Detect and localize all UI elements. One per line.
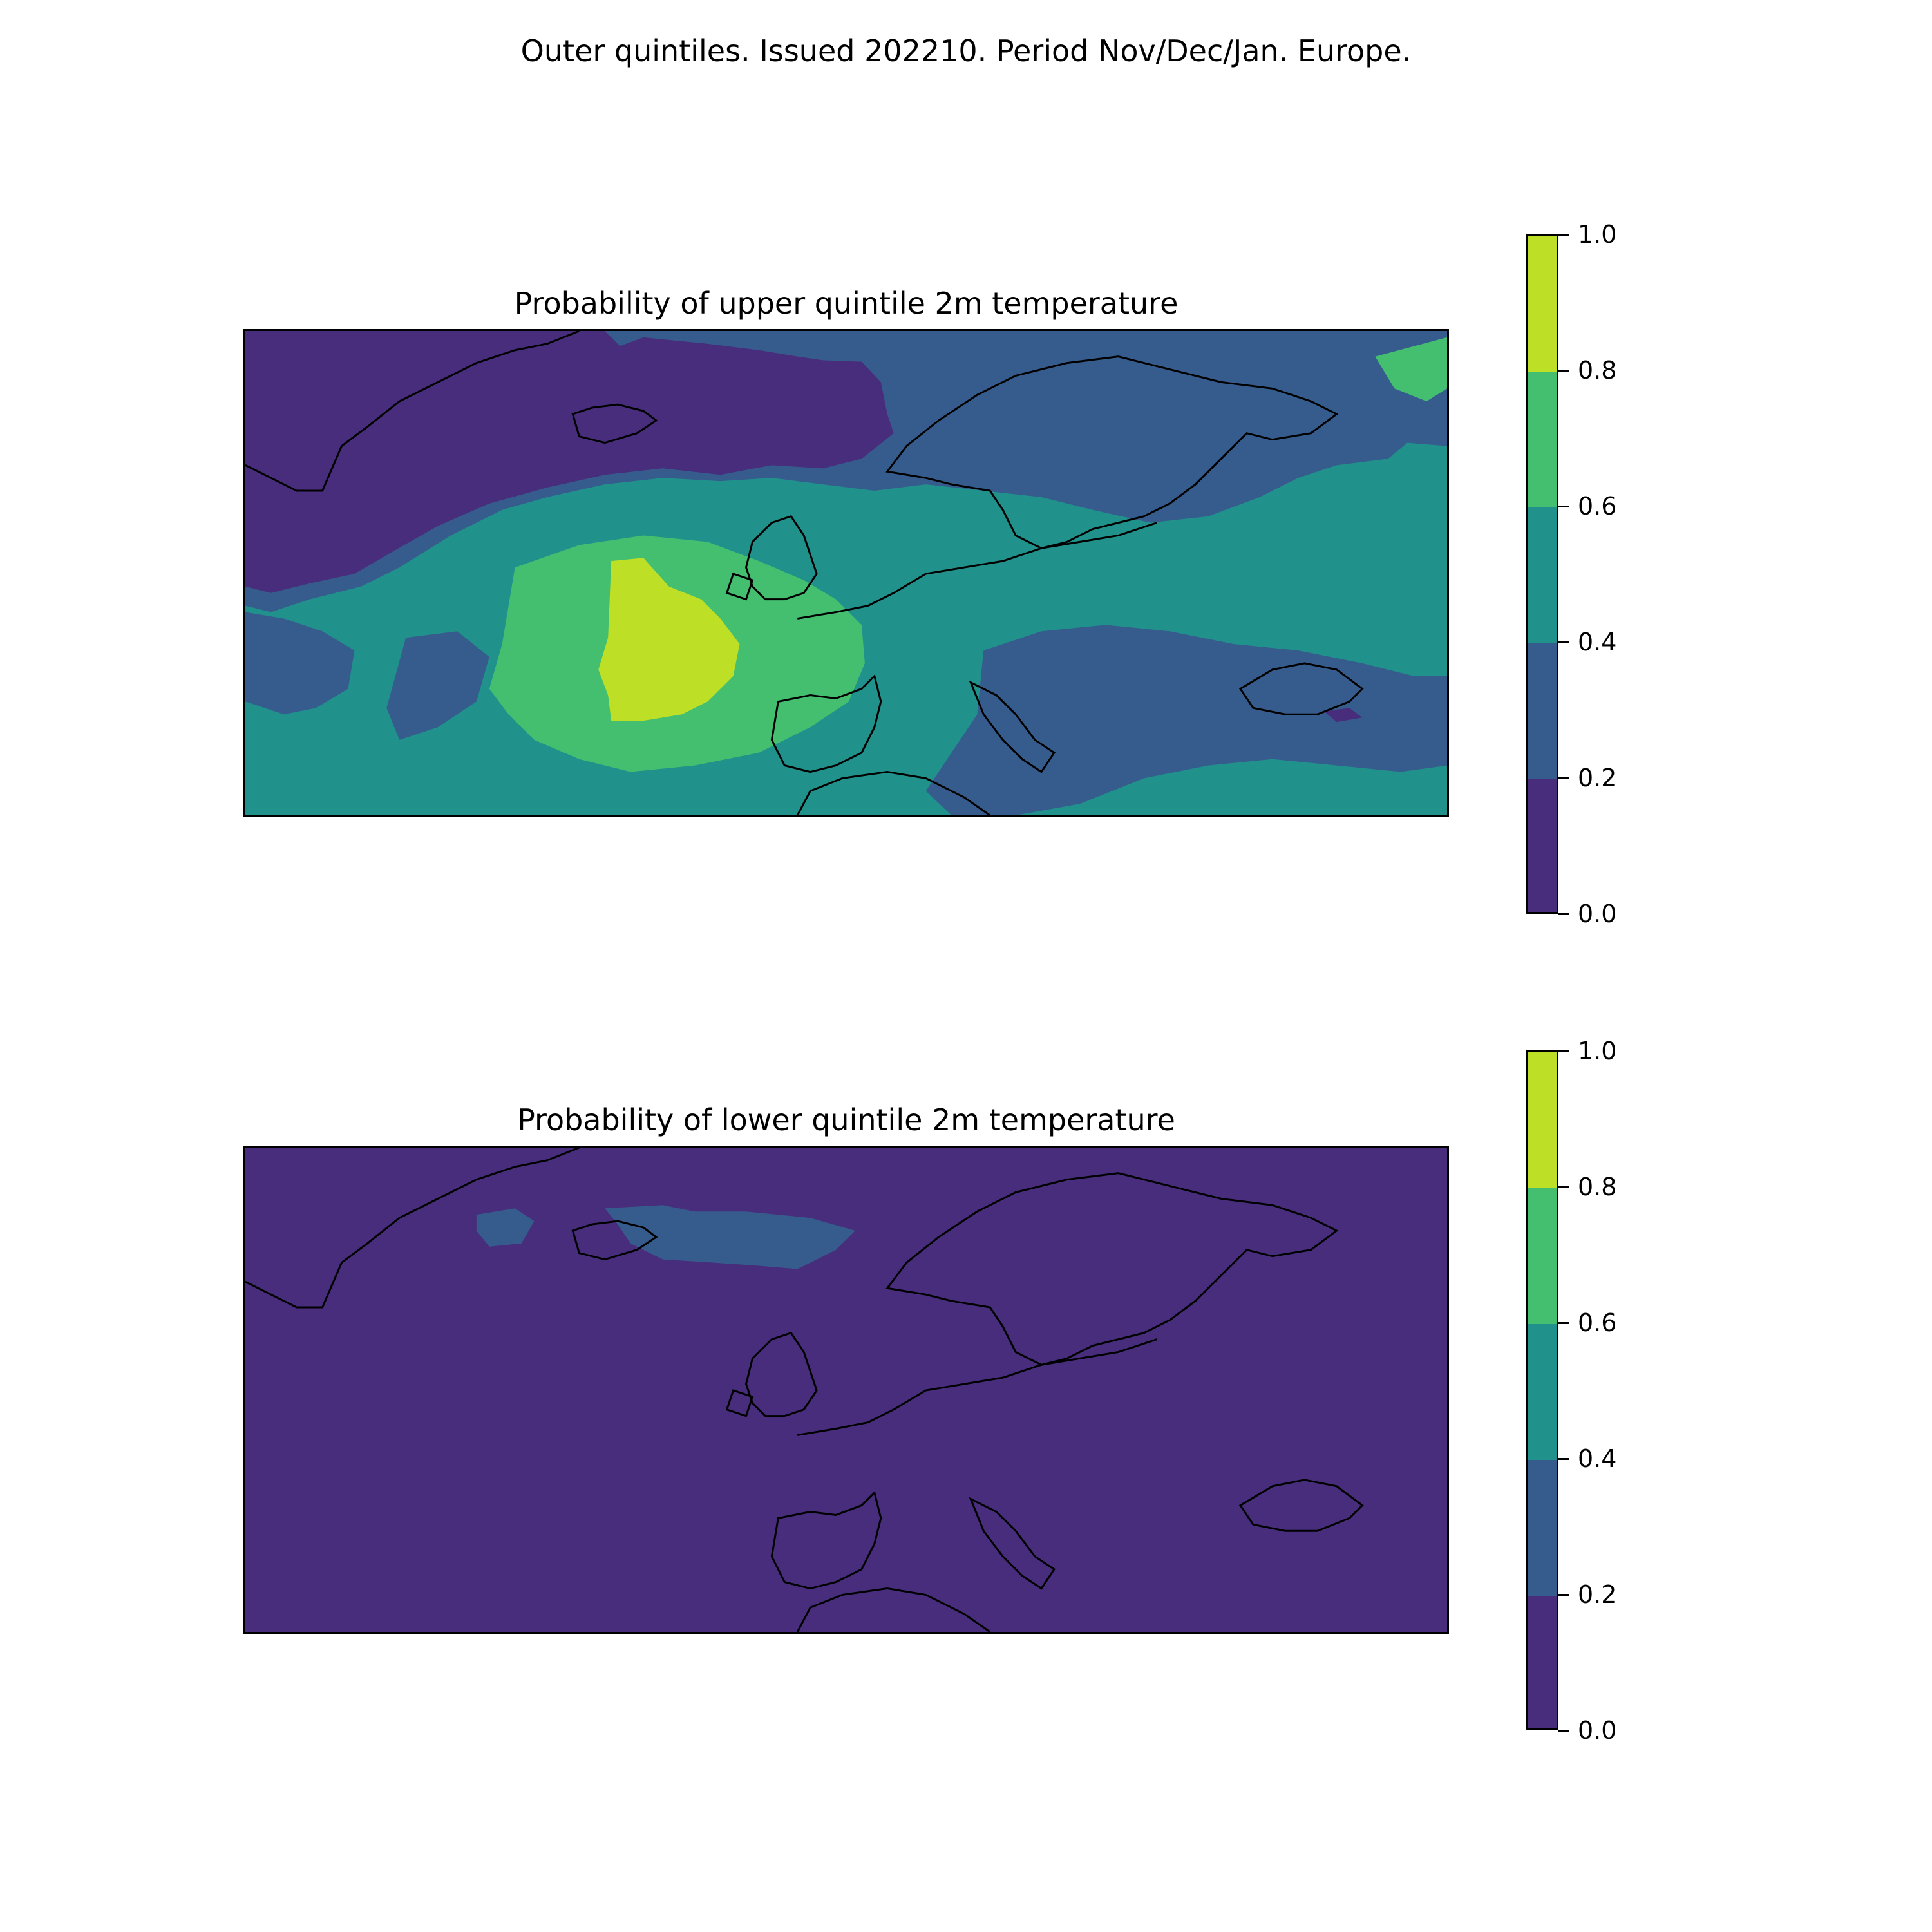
lower-cbar-tick xyxy=(1558,1730,1569,1732)
lower-cbar-tick xyxy=(1558,1186,1569,1188)
lower-cbar-band-4 xyxy=(1528,1052,1557,1188)
lower-coast-italy xyxy=(969,1497,1056,1590)
lower-cbar-band-2 xyxy=(1528,1324,1557,1460)
lower-coast-black-sea xyxy=(1238,1479,1364,1532)
lower-panel-title: Probability of lower quintile 2m tempera… xyxy=(517,1103,1175,1137)
upper-panel-title: Probability of upper quintile 2m tempera… xyxy=(514,286,1179,321)
lower-contour-blue-iceland xyxy=(476,1205,855,1269)
upper-coast-north-africa xyxy=(796,771,991,815)
lower-colorbar xyxy=(1526,1050,1558,1730)
upper-cbar-tick-label: 0.6 xyxy=(1578,492,1617,520)
lower-coast-iceland xyxy=(571,1220,658,1261)
upper-contour-blue-central xyxy=(386,631,489,740)
upper-cbar-tick-label: 0.8 xyxy=(1578,356,1617,384)
upper-cbar-tick xyxy=(1558,234,1569,236)
lower-coastlines xyxy=(245,1148,1364,1632)
lower-coast-greenland xyxy=(245,1148,580,1309)
upper-coast-greenland xyxy=(245,331,580,492)
lower-cbar-tick-label: 0.2 xyxy=(1578,1580,1617,1609)
upper-cbar-band-3 xyxy=(1528,372,1557,507)
lower-coast-north-africa xyxy=(796,1587,991,1632)
lower-cbar-band-1 xyxy=(1528,1460,1557,1596)
upper-map-svg xyxy=(245,331,1447,815)
upper-coast-iceland xyxy=(571,403,658,444)
lower-cbar-band-0 xyxy=(1528,1596,1557,1728)
lower-cbar-tick xyxy=(1558,1594,1569,1596)
upper-contour-blue-southeast xyxy=(925,625,1447,815)
lower-coast-continent xyxy=(797,1338,1157,1436)
upper-cbar-band-1 xyxy=(1528,643,1557,779)
upper-coast-black-sea xyxy=(1238,662,1364,715)
lower-map-fill-purple xyxy=(245,1148,1447,1632)
lower-cbar-tick-label: 0.4 xyxy=(1578,1444,1617,1473)
upper-cbar-tick-label: 0.2 xyxy=(1578,764,1617,792)
upper-cbar-tick-label: 1.0 xyxy=(1578,220,1617,249)
upper-coast-continent xyxy=(797,522,1157,620)
lower-cbar-tick-label: 0.8 xyxy=(1578,1173,1617,1201)
upper-contour-yellow xyxy=(598,558,740,721)
upper-cbar-tick-label: 0.0 xyxy=(1578,900,1617,928)
upper-contour-purple-north xyxy=(592,337,843,370)
lower-coast-iberia xyxy=(770,1490,882,1590)
figure-suptitle: Outer quintiles. Issued 202210. Period N… xyxy=(520,33,1412,68)
lower-coast-uk xyxy=(725,1331,818,1417)
upper-coast-scandinavia xyxy=(886,355,1339,549)
upper-coast-iberia xyxy=(770,674,882,773)
upper-coast-uk xyxy=(725,515,818,601)
lower-cbar-tick xyxy=(1558,1458,1569,1460)
upper-coastlines xyxy=(245,331,1364,815)
upper-contour-purple-east xyxy=(1323,708,1363,723)
upper-cbar-band-4 xyxy=(1528,236,1557,372)
upper-cbar-tick-label: 0.4 xyxy=(1578,628,1617,656)
lower-cbar-tick-label: 1.0 xyxy=(1578,1037,1617,1065)
upper-colorbar xyxy=(1526,234,1558,914)
lower-cbar-band-3 xyxy=(1528,1188,1557,1324)
upper-cbar-tick xyxy=(1558,913,1569,915)
upper-contour-blue-west xyxy=(245,612,355,715)
upper-cbar-tick xyxy=(1558,506,1569,507)
lower-map-svg xyxy=(245,1148,1447,1632)
upper-cbar-band-0 xyxy=(1528,779,1557,912)
upper-cbar-tick xyxy=(1558,641,1569,643)
lower-quintile-map xyxy=(243,1146,1449,1634)
upper-quintile-map xyxy=(243,329,1449,817)
upper-cbar-band-2 xyxy=(1528,507,1557,643)
lower-coast-scandinavia xyxy=(886,1172,1339,1366)
lower-cbar-tick-label: 0.6 xyxy=(1578,1309,1617,1337)
lower-cbar-tick xyxy=(1558,1322,1569,1324)
lower-cbar-tick xyxy=(1558,1050,1569,1052)
upper-contour-green-east xyxy=(1375,337,1447,402)
upper-cbar-tick xyxy=(1558,777,1569,779)
upper-coast-italy xyxy=(969,680,1056,773)
upper-cbar-tick xyxy=(1558,370,1569,372)
lower-cbar-tick-label: 0.0 xyxy=(1578,1716,1617,1745)
